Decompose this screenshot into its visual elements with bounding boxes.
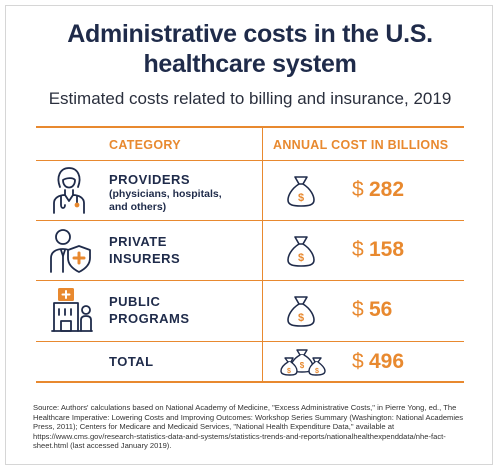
providers-amount: 282 bbox=[369, 178, 405, 201]
total-label: TOTAL bbox=[109, 354, 154, 369]
row-providers-label: PROVIDERS bbox=[109, 172, 191, 187]
title-line-2: healthcare system bbox=[143, 50, 357, 78]
providers-currency: $ bbox=[352, 178, 364, 201]
row-private-label-2: INSURERS bbox=[109, 251, 181, 266]
doctor-icon bbox=[53, 167, 85, 214]
header-annual-cost: ANNUAL COST IN BILLIONS bbox=[273, 138, 449, 152]
svg-text:$: $ bbox=[298, 312, 304, 324]
row-public-label-2: PROGRAMS bbox=[109, 311, 190, 326]
row-rule-3 bbox=[36, 341, 464, 342]
private-amount: 158 bbox=[369, 238, 405, 261]
row-providers-sub-1: (physicians, hospitals, bbox=[109, 188, 222, 200]
svg-text:$: $ bbox=[287, 368, 291, 375]
insurer-shield-icon bbox=[50, 229, 91, 273]
source-note: Source: Authors' calculations based on N… bbox=[33, 403, 464, 451]
money-bag-icon: $ bbox=[287, 236, 315, 267]
public-amount: 56 bbox=[369, 298, 393, 321]
money-bag-icon: $ bbox=[287, 176, 315, 207]
row-rule-1 bbox=[36, 220, 464, 221]
table-top-rule bbox=[36, 126, 464, 128]
row-providers-sub-2: and others) bbox=[109, 201, 167, 213]
header-category: CATEGORY bbox=[109, 138, 181, 152]
column-divider bbox=[262, 126, 263, 382]
svg-text:$: $ bbox=[315, 368, 319, 375]
header-rule bbox=[36, 160, 464, 161]
money-bag-icon: $ bbox=[287, 296, 315, 327]
svg-text:$: $ bbox=[298, 192, 304, 204]
total-currency: $ bbox=[352, 350, 364, 373]
money-bags-icon: $ $ $ bbox=[280, 349, 326, 376]
total-amount: 496 bbox=[369, 350, 405, 373]
row-rule-2 bbox=[36, 280, 464, 281]
public-currency: $ bbox=[352, 298, 364, 321]
public-building-icon bbox=[51, 288, 93, 332]
row-public-label-1: PUBLIC bbox=[109, 294, 161, 309]
svg-text:$: $ bbox=[298, 252, 304, 264]
subtitle: Estimated costs related to billing and i… bbox=[48, 89, 452, 108]
row-private-label-1: PRIVATE bbox=[109, 234, 167, 249]
infographic-card bbox=[5, 5, 493, 465]
table-bottom-rule bbox=[36, 381, 464, 383]
title-line-1: Administrative costs in the U.S. bbox=[67, 20, 433, 48]
private-currency: $ bbox=[352, 238, 364, 261]
svg-text:$: $ bbox=[300, 361, 305, 370]
